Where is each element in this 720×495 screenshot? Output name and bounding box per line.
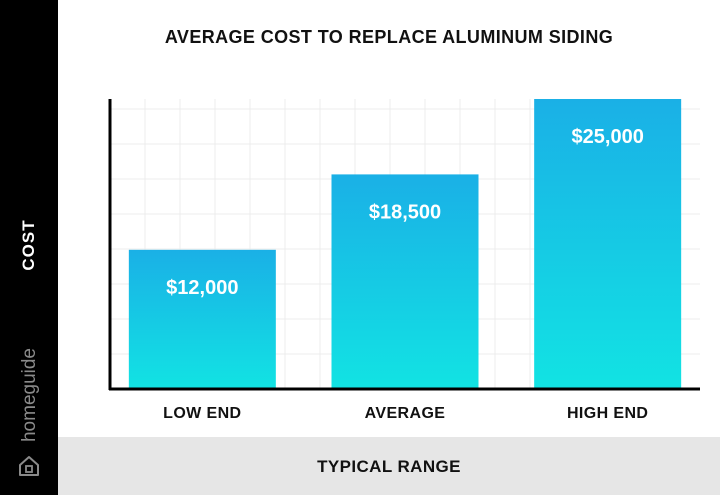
category-label: AVERAGE — [365, 405, 446, 422]
bar-value-label: $12,000 — [166, 277, 238, 299]
left-sidebar: COST homeguide — [0, 0, 58, 495]
bar-value-label: $25,000 — [572, 126, 644, 148]
bar-high-end — [534, 99, 682, 389]
x-axis-band: TYPICAL RANGE — [58, 437, 720, 495]
category-label: LOW END — [163, 405, 241, 422]
bar-average — [331, 174, 479, 389]
bar-chart: $12,000 LOW END $18,500 AVERAGE $25,000 HIGH … — [108, 99, 700, 422]
x-axis-label: TYPICAL RANGE — [317, 457, 461, 476]
chart-title: AVERAGE COST TO REPLACE ALUMINUM SIDING — [164, 27, 614, 47]
bar-value-label: $18,500 — [369, 201, 441, 223]
bar-low-end — [128, 249, 276, 389]
house-icon — [19, 456, 39, 476]
category-label: HIGH END — [567, 405, 648, 422]
